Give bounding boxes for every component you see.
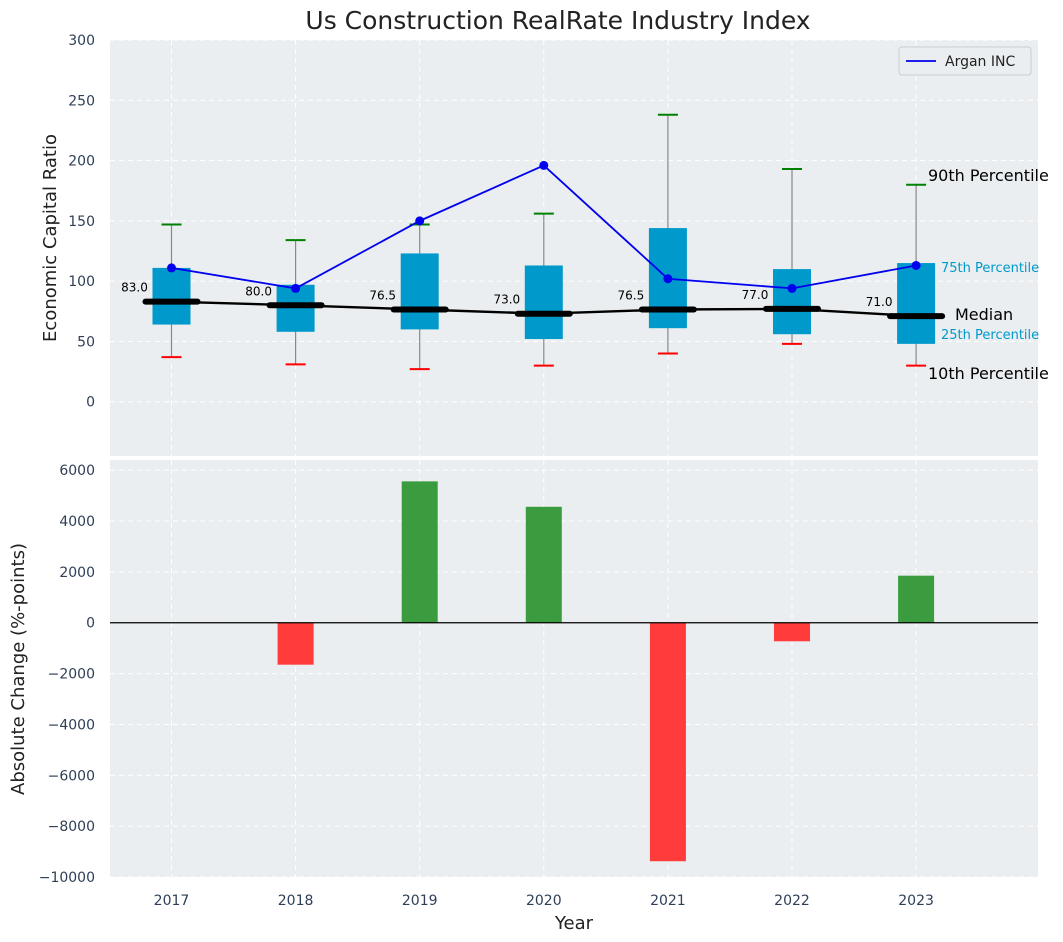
- argan-series: [167, 160, 921, 293]
- bottom-grid: [110, 460, 1038, 878]
- change-bar-2022: [774, 622, 810, 642]
- bottom-y-tick-label: −8000: [48, 819, 95, 835]
- bottom-y-tick-label: 0: [86, 616, 95, 632]
- iqr-box: [400, 253, 439, 330]
- top-plot-area: [110, 40, 1038, 456]
- change-bar-2023: [898, 575, 935, 623]
- top-y-tick-label: 200: [68, 154, 95, 170]
- x-tick-label: 2018: [278, 893, 314, 909]
- bottom-y-tick-label: −6000: [48, 768, 95, 784]
- series-point-2019: [415, 216, 425, 226]
- bottom-plot-area: [110, 460, 1038, 877]
- top-y-tick-label: 300: [68, 33, 95, 49]
- median-annotation: Median: [955, 305, 1013, 324]
- series-point-2020: [539, 160, 549, 170]
- series-point-2022: [787, 283, 797, 293]
- change-bar-2021: [649, 622, 686, 862]
- change-bar-2018: [277, 622, 314, 665]
- x-tick-label: 2017: [154, 893, 190, 909]
- bottom-y-axis-label: Absolute Change (%-points): [8, 543, 29, 795]
- top-y-tick-label: 150: [68, 214, 95, 230]
- series-point-2023: [911, 260, 921, 270]
- x-tick-label: 2020: [526, 893, 562, 909]
- change-bar-2019: [401, 481, 438, 623]
- x-tick-label: 2021: [650, 893, 686, 909]
- median-value-label: 80.0: [245, 284, 272, 298]
- box-plots: 83.0 80.0 76.5 73.0 76.5 77.0 71.0: [121, 113, 946, 371]
- bottom-y-tick-label: −10000: [39, 870, 95, 886]
- bottom-y-tick-label: 4000: [59, 514, 95, 530]
- median-value-label: 76.5: [618, 288, 645, 302]
- median-value-label: 76.5: [369, 288, 396, 302]
- series-point-2017: [167, 263, 176, 273]
- top-y-tick-label: 50: [77, 334, 95, 350]
- x-tick-label: 2022: [774, 893, 810, 909]
- p90-annotation: 90th Percentile: [928, 166, 1049, 185]
- x-tick-label: 2019: [402, 893, 438, 909]
- box-2020: 73.0: [493, 212, 573, 367]
- legend-label-argan: Argan INC: [945, 54, 1015, 70]
- x-ticks: 2017 2018 2019 2020 2021 2022 2023: [154, 893, 934, 909]
- bottom-y-tick-label: −2000: [48, 667, 95, 683]
- series-point-2018: [291, 283, 301, 293]
- box-2023: 71.0: [866, 183, 946, 367]
- p25-annotation: 25th Percentile: [941, 328, 1039, 343]
- median-value-label: 71.0: [866, 295, 893, 309]
- median-value-label: 77.0: [742, 288, 769, 302]
- x-tick-label: 2023: [898, 893, 934, 909]
- top-y-tick-label: 250: [68, 93, 95, 109]
- p75-annotation: 75th Percentile: [941, 261, 1039, 276]
- x-axis-label: Year: [554, 913, 594, 934]
- median-trend-line: [171, 300, 917, 318]
- bottom-y-tick-label: 6000: [59, 463, 95, 479]
- chart-title: Us Construction RealRate Industry Index: [305, 6, 810, 35]
- median-value-label: 83.0: [121, 281, 148, 295]
- legend: Argan INC: [898, 46, 1032, 76]
- series-point-2021: [663, 274, 673, 284]
- median-line: [171, 300, 917, 318]
- legend-box: [898, 46, 1032, 76]
- top-y-tick-label: 100: [68, 274, 95, 290]
- iqr-box: [897, 263, 936, 344]
- top-y-tick-label: 0: [86, 395, 95, 411]
- p10-annotation: 10th Percentile: [928, 364, 1049, 383]
- iqr-box: [773, 269, 811, 335]
- change-bars: [277, 481, 935, 862]
- top-y-ticks: 0 50 100 150 200 250 300: [68, 33, 95, 411]
- percentile-annotations: 90th Percentile 75th Percentile Median 2…: [928, 166, 1049, 383]
- bottom-y-ticks: −10000 −8000 −6000 −4000 −2000 0 2000 4000 6000: [39, 463, 95, 886]
- bottom-y-tick-label: 2000: [59, 565, 95, 581]
- iqr-box: [524, 265, 563, 340]
- top-y-axis-label: Economic Capital Ratio: [40, 134, 61, 342]
- box-2017: 83.0: [121, 223, 201, 359]
- iqr-box: [152, 267, 191, 325]
- median-value-label: 73.0: [493, 293, 520, 307]
- change-bar-2020: [525, 506, 562, 623]
- bottom-y-tick-label: −4000: [48, 717, 95, 733]
